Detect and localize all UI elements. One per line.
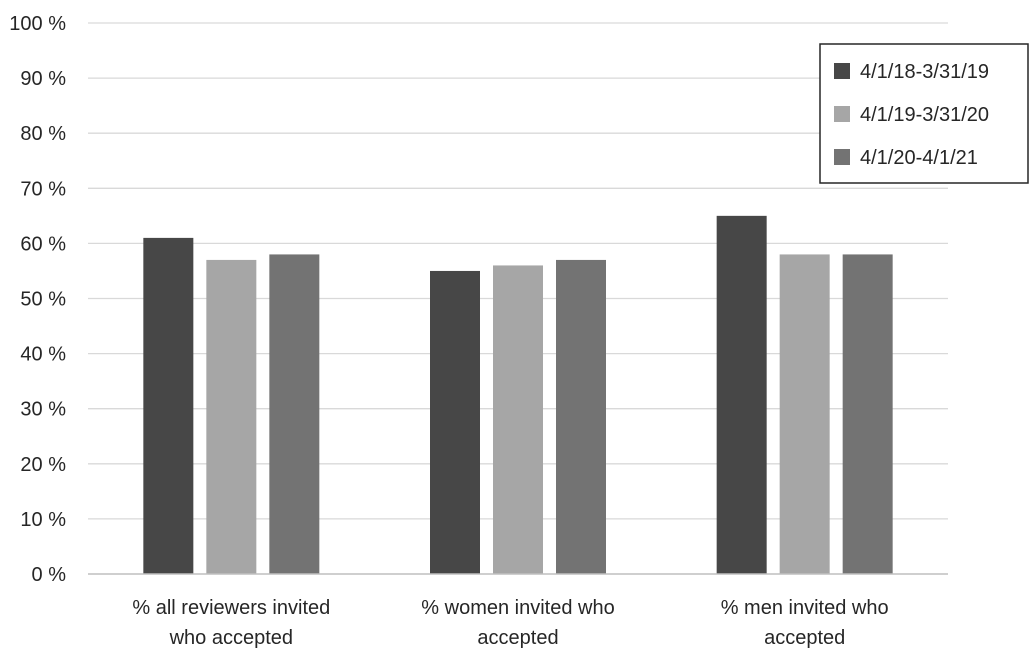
x-category-label: % women invited who — [421, 597, 614, 619]
y-tick-label: 40 % — [20, 344, 66, 366]
bar — [206, 259, 257, 574]
bar — [430, 270, 480, 574]
y-tick-label: 10 % — [20, 509, 66, 531]
y-axis-ticks: 0 % 10 % 20 % 30 % 40 % 50 % 60 % 70 % 80 % 90 % 1… — [9, 13, 66, 586]
x-category-label: accepted — [764, 627, 845, 649]
legend-label: 4/1/19-3/31/20 — [860, 104, 989, 126]
bar — [493, 265, 543, 574]
y-tick-label: 0 % — [32, 564, 67, 586]
y-tick-label: 20 % — [20, 454, 66, 476]
bar — [269, 254, 320, 575]
x-category-label: accepted — [477, 627, 558, 649]
legend-box — [819, 43, 1029, 184]
legend: 4/1/18-3/31/19 4/1/19-3/31/20 4/1/20-4/1/2… — [819, 43, 1029, 184]
x-category-label: who accepted — [169, 627, 293, 649]
y-tick-label: 60 % — [20, 233, 66, 255]
bar — [143, 237, 194, 574]
y-tick-label: 30 % — [20, 399, 66, 421]
x-category-label: % men invited who — [721, 597, 889, 619]
legend-label: 4/1/20-4/1/21 — [860, 147, 978, 169]
y-tick-label: 50 % — [20, 289, 66, 311]
legend-swatch — [834, 63, 850, 79]
x-category-label: % all reviewers invited — [132, 597, 330, 619]
bar — [779, 254, 830, 575]
legend-swatch — [834, 149, 850, 165]
y-tick-label: 100 % — [9, 13, 66, 35]
legend-swatch — [834, 106, 850, 122]
bar — [556, 259, 606, 574]
bar — [842, 254, 893, 575]
y-tick-label: 90 % — [20, 68, 66, 90]
bars — [143, 215, 893, 575]
bar — [716, 215, 767, 574]
y-tick-label: 70 % — [20, 178, 66, 200]
x-axis-categories: % all reviewers invited who accepted % wom… — [132, 597, 888, 649]
y-tick-label: 80 % — [20, 123, 66, 145]
legend-label: 4/1/18-3/31/19 — [860, 61, 989, 83]
